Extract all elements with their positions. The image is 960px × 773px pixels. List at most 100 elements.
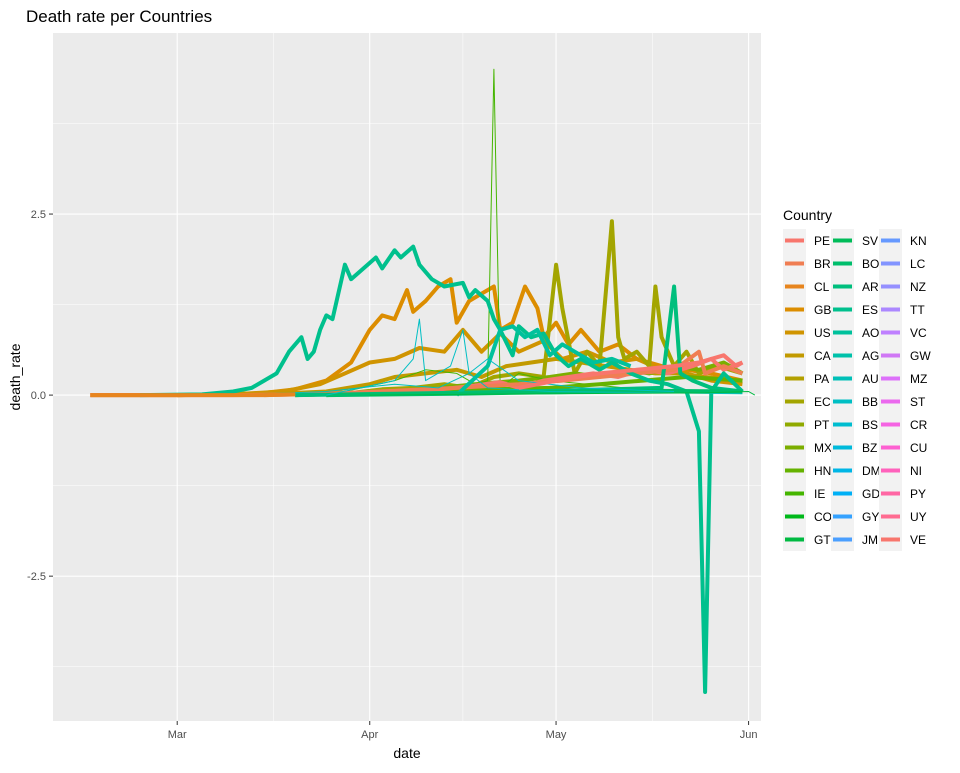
legend-label: PY xyxy=(910,487,926,501)
legend-label: AR xyxy=(862,280,879,294)
legend-entry-hn: HN xyxy=(783,459,831,482)
legend-entry-kn: KN xyxy=(879,229,927,252)
legend-entry-ec: EC xyxy=(783,390,831,413)
legend-entry-vc: VC xyxy=(879,321,927,344)
series-lines xyxy=(90,68,756,694)
legend-entry-us: US xyxy=(783,321,831,344)
legend-label: MX xyxy=(814,441,832,455)
legend-label: HN xyxy=(814,464,831,478)
series-line-ec xyxy=(295,219,743,398)
series-line-ie xyxy=(264,68,743,396)
legend-label: JM xyxy=(862,533,878,547)
legend-entry-ve: VE xyxy=(879,528,926,551)
legend-label: PA xyxy=(814,372,829,386)
legend-entry-br: BR xyxy=(783,252,831,275)
x-tick-label: Mar xyxy=(168,729,187,741)
legend-entry-cu: CU xyxy=(879,436,927,459)
legend-label: MZ xyxy=(910,372,927,386)
x-tick-label: Apr xyxy=(361,729,378,741)
legend-entry-bs: BS xyxy=(831,413,878,436)
legend-entry-ar: AR xyxy=(831,275,879,298)
x-tick-label: Jun xyxy=(740,729,758,741)
legend-entry-pa: PA xyxy=(783,367,829,390)
series-line-cl xyxy=(90,392,296,398)
legend-label: VC xyxy=(910,326,927,340)
legend-entry-mx: MX xyxy=(783,436,832,459)
legend-entry-co: CO xyxy=(783,505,832,528)
series-line-ao xyxy=(455,324,632,397)
legend-label: CA xyxy=(814,349,831,363)
legend-entry-tt: TT xyxy=(879,298,925,321)
series-line-au xyxy=(233,372,743,396)
legend-entry-es: ES xyxy=(831,298,878,321)
legend-label: CO xyxy=(814,510,832,524)
legend-entries: PE BR CL GB US CA PA EC PT MX HN IE CO GT SV BO AR ES AO AG… xyxy=(783,229,931,551)
legend: Country PE BR CL GB US CA PA EC PT MX HN IE CO GT SV BO… xyxy=(783,207,931,551)
legend-label: AO xyxy=(862,326,879,340)
series-line-es xyxy=(139,244,744,694)
legend-label: PT xyxy=(814,418,830,432)
legend-entry-gb: GB xyxy=(783,298,831,321)
legend-label: BB xyxy=(862,395,878,409)
y-axis-label: death_rate xyxy=(7,343,23,410)
x-axis-label: date xyxy=(393,745,420,761)
legend-label: LC xyxy=(910,257,926,271)
legend-label: ST xyxy=(910,395,926,409)
legend-label: SV xyxy=(862,234,878,248)
legend-label: BZ xyxy=(862,441,877,455)
legend-entry-bz: BZ xyxy=(831,436,877,459)
legend-title: Country xyxy=(783,207,832,223)
legend-label: TT xyxy=(910,303,925,317)
legend-label: UY xyxy=(910,510,927,524)
legend-label: GW xyxy=(910,349,931,363)
legend-entry-jm: JM xyxy=(831,528,878,551)
legend-entry-ao: AO xyxy=(831,321,879,344)
legend-entry-bb: BB xyxy=(831,390,878,413)
legend-label: NI xyxy=(910,464,922,478)
legend-label: BO xyxy=(862,257,879,271)
y-tick-label: 0.0 xyxy=(31,390,46,402)
legend-entry-py: PY xyxy=(879,482,926,505)
legend-entry-cl: CL xyxy=(783,275,830,298)
legend-label: VE xyxy=(910,533,926,547)
legend-entry-gd: GD xyxy=(831,482,880,505)
legend-entry-pt: PT xyxy=(783,413,830,436)
y-tick-label: -2.5 xyxy=(27,571,46,583)
legend-entry-au: AU xyxy=(831,367,879,390)
legend-entry-gt: GT xyxy=(783,528,831,551)
legend-label: ES xyxy=(862,303,878,317)
legend-label: CU xyxy=(910,441,927,455)
legend-entry-gw: GW xyxy=(879,344,931,367)
legend-label: US xyxy=(814,326,831,340)
legend-label: DM xyxy=(862,464,881,478)
legend-entry-nz: NZ xyxy=(879,275,926,298)
legend-label: IE xyxy=(814,487,825,501)
legend-label: CR xyxy=(910,418,928,432)
legend-entry-ag: AG xyxy=(831,344,879,367)
series-line-gb xyxy=(90,277,743,398)
legend-entry-dm: DM xyxy=(831,459,881,482)
legend-entry-sv: SV xyxy=(831,229,878,252)
y-axis: -2.5 0.0 2.5 xyxy=(27,209,53,583)
x-tick-label: May xyxy=(546,729,567,741)
legend-label: KN xyxy=(910,234,927,248)
legend-label: GB xyxy=(814,303,831,317)
legend-entry-pe: PE xyxy=(783,229,830,252)
legend-entry-gy: GY xyxy=(831,505,879,528)
legend-label: BS xyxy=(862,418,878,432)
legend-label: BR xyxy=(814,257,831,271)
series-line-br xyxy=(264,349,744,398)
legend-label: AU xyxy=(862,372,879,386)
series-line-ve xyxy=(518,353,744,390)
legend-entry-ni: NI xyxy=(879,459,922,482)
legend-label: GY xyxy=(862,510,879,524)
legend-label: CL xyxy=(814,280,830,294)
x-axis: Mar Apr May Jun xyxy=(168,721,758,741)
legend-entry-uy: UY xyxy=(879,505,927,528)
legend-entry-mz: MZ xyxy=(879,367,927,390)
y-tick-label: 2.5 xyxy=(31,209,46,221)
legend-entry-st: ST xyxy=(879,390,926,413)
legend-label: AG xyxy=(862,349,879,363)
